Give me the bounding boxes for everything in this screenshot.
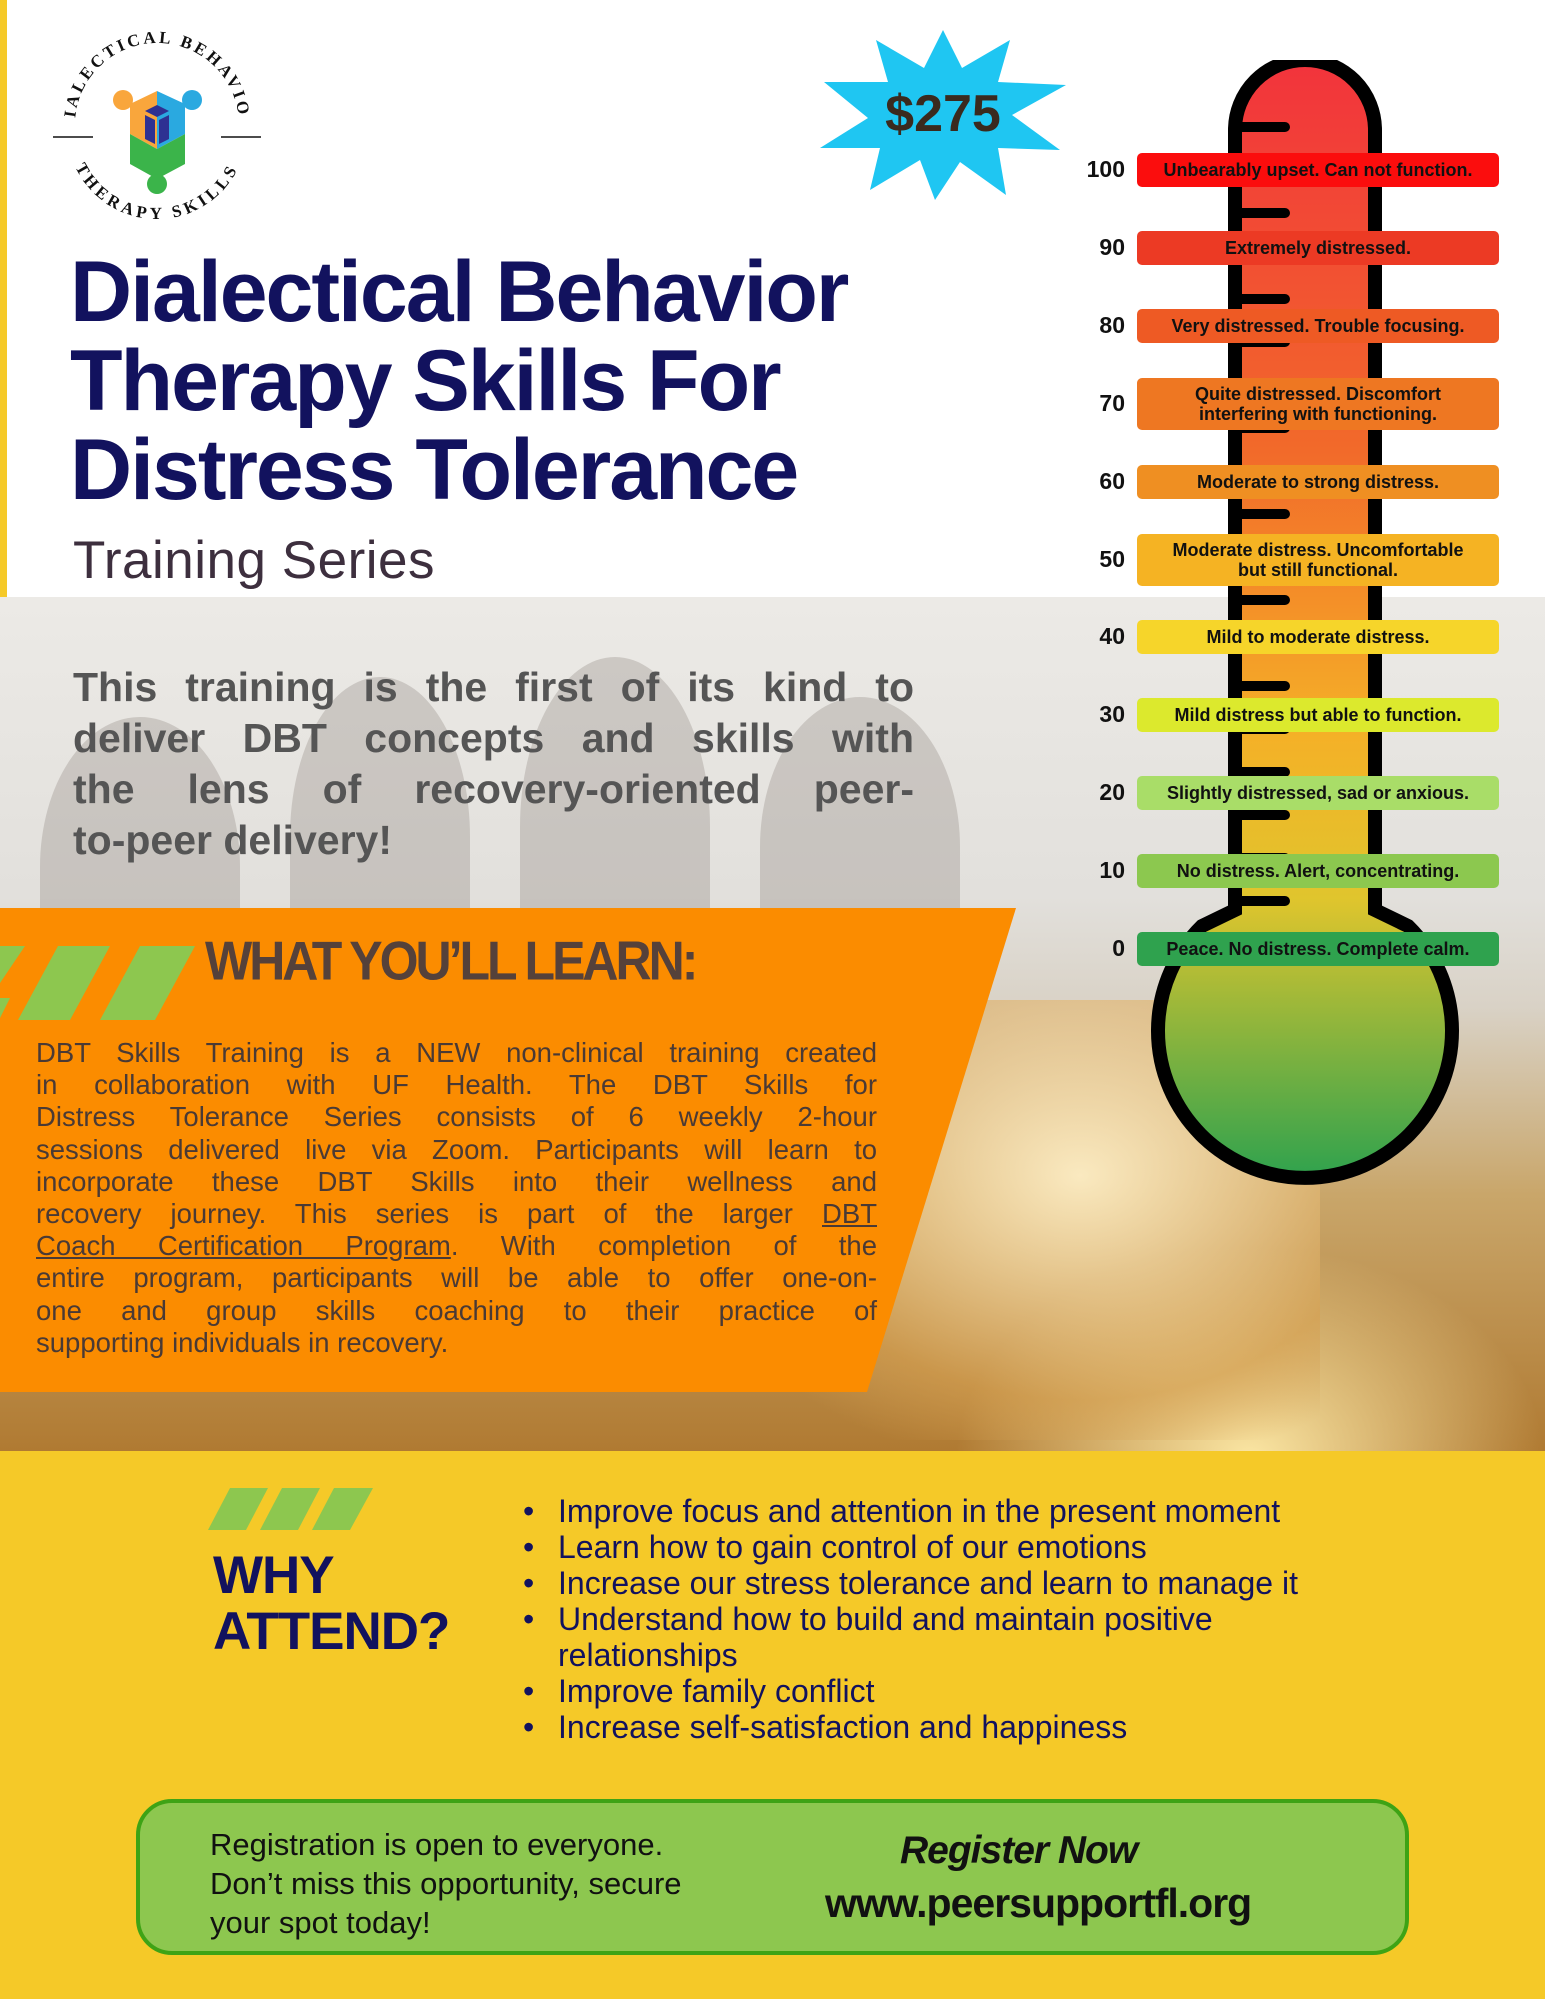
registration-box: Registration is open to everyone. Don’t … (136, 1799, 1409, 1955)
scale-label: Extremely distressed. (1137, 230, 1499, 265)
cta-line: your spot today! (210, 1905, 431, 1940)
page-title: Dialectical Behavior Therapy Skills For … (70, 244, 849, 518)
intro-line: deliver DBT concepts and skills with (73, 715, 914, 761)
list-item: Improve family conflict (523, 1673, 1298, 1709)
title-line: Therapy Skills For (70, 333, 782, 429)
scale-label: Moderate distress. Uncomfortable but sti… (1137, 533, 1499, 586)
scale-label: Slightly distressed, sad or anxious. (1137, 776, 1499, 811)
intro-line: the lens of recovery-oriented peer- (73, 766, 914, 812)
scale-value: 30 (1099, 701, 1125, 728)
why-attend-heading: WHY ATTEND? (213, 1546, 450, 1661)
register-url-link[interactable]: www.peersupportfl.org (825, 1880, 1252, 1926)
subtitle: Training Series (73, 531, 435, 590)
body-line: Distress Tolerance Series consists of 6 … (36, 1101, 877, 1133)
scale-value: 60 (1099, 467, 1125, 494)
scale-value: 0 (1112, 935, 1125, 961)
body-text-segment: sessions delivered live via Zoom. Partic… (36, 1133, 877, 1165)
scale-value: 20 (1099, 779, 1125, 806)
price: $275 (885, 85, 1001, 143)
body-line: DBT Skills Training is a NEW non-clinica… (36, 1037, 877, 1069)
body-text-segment: in collaboration with UF Health. The DBT… (36, 1069, 877, 1101)
scale-value: 40 (1099, 623, 1125, 650)
why-line: WHY (213, 1546, 335, 1605)
body-text-segment: . With completion of the (450, 1230, 877, 1262)
scale-value: 10 (1099, 857, 1125, 884)
body-text-segment: supporting individuals in recovery. (36, 1326, 449, 1358)
body-text-segment: incorporate these DBT Skills into their … (36, 1165, 877, 1197)
scale-value: 80 (1099, 311, 1125, 338)
body-line: sessions delivered live via Zoom. Partic… (36, 1134, 877, 1166)
body-line: one and group skills coaching to their p… (36, 1295, 877, 1327)
body-text-segment: DBT Skills Training is a NEW non-clinica… (36, 1037, 877, 1068)
scale-label: Moderate to strong distress. (1137, 464, 1499, 499)
scale-label: Peace. No distress. Complete calm. (1137, 932, 1499, 966)
list-item: Understand how to build and maintain pos… (523, 1601, 1283, 1673)
body-line: incorporate these DBT Skills into their … (36, 1166, 877, 1198)
intro-line: to-peer delivery! (73, 817, 392, 863)
scale-label: Quite distressed. Discomfort interfering… (1137, 377, 1499, 430)
scale-label: Unbearably upset. Can not function. (1137, 153, 1499, 187)
scale-value: 90 (1099, 233, 1125, 260)
body-line: supporting individuals in recovery. (36, 1327, 877, 1359)
registration-text: Registration is open to everyone. Don’t … (210, 1825, 682, 1942)
list-item: Increase self-satisfaction and happiness (523, 1709, 1298, 1745)
scale-value: 50 (1099, 545, 1125, 572)
title-line: Distress Tolerance (70, 422, 799, 518)
list-item: Improve focus and attention in the prese… (523, 1493, 1298, 1529)
body-text-segment: entire program, participants will be abl… (36, 1262, 877, 1294)
body-text-segment: one and group skills coaching to their p… (36, 1294, 877, 1326)
cta-line: Registration is open to everyone. (210, 1827, 664, 1862)
register-now-label[interactable]: Register Now (900, 1829, 1138, 1872)
title-line: Dialectical Behavior (70, 244, 849, 340)
body-text-segment: recovery journey. This series is part of… (36, 1198, 822, 1230)
scale-label: Very distressed. Trouble focusing. (1137, 308, 1499, 343)
scale-label: Mild to moderate distress. (1137, 620, 1499, 655)
body-line: Coach Certification Program. With comple… (36, 1230, 877, 1262)
intro-line: This training is the first of its kind t… (73, 664, 914, 710)
list-item: Learn how to gain control of our emotion… (523, 1529, 1298, 1565)
scale-value: 100 (1086, 156, 1125, 182)
dbt-coach-program-link[interactable]: Coach Certification Program (36, 1230, 451, 1262)
scale-label: Mild distress but able to function. (1137, 698, 1499, 733)
learn-panel (0, 908, 1016, 1392)
scale-label: No distress. Alert, concentrating. (1137, 854, 1499, 889)
body-line: entire program, participants will be abl… (36, 1262, 877, 1294)
list-item: Increase our stress tolerance and learn … (523, 1565, 1298, 1601)
cta-line: Don’t miss this opportunity, secure (210, 1866, 682, 1901)
decorative-stripes (208, 1488, 373, 1530)
body-line: recovery journey. This series is part of… (36, 1198, 877, 1230)
learn-heading: WHAT YOU’LL LEARN: (205, 930, 698, 992)
body-line: in collaboration with UF Health. The DBT… (36, 1069, 877, 1101)
learn-body: DBT Skills Training is a NEW non-clinica… (36, 1037, 877, 1359)
dbt-logo: DIALECTICAL BEHAVIOR THERAPY SKILLS (45, 19, 261, 223)
why-line: ATTEND? (213, 1602, 450, 1661)
scale-value: 70 (1099, 389, 1125, 416)
benefits-list: Improve focus and attention in the prese… (523, 1493, 1298, 1745)
body-text-segment: Distress Tolerance Series consists of 6 … (36, 1101, 877, 1133)
intro-paragraph: This training is the first of its kind t… (73, 662, 914, 866)
left-accent-strip (0, 0, 7, 910)
dbt-coach-program-link[interactable]: DBT (822, 1198, 877, 1230)
price-starburst (820, 30, 1066, 200)
